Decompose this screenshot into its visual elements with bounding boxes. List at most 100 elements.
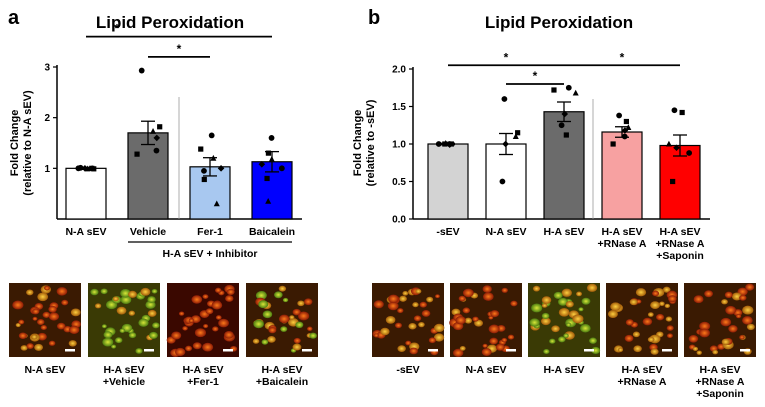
cell-a-1-0 (90, 288, 99, 296)
bar-a-0 (65, 167, 107, 220)
cell-b-4-31 (742, 305, 754, 315)
cell-a-3-5 (297, 300, 305, 307)
cell-b-0-2 (397, 345, 406, 352)
cell-b-0-20 (434, 323, 445, 333)
cell-b-2-0 (531, 303, 543, 313)
cell-b-1-24 (464, 317, 473, 324)
cell-b-0-15 (394, 322, 402, 329)
cell-a-1-7 (152, 322, 160, 329)
cell-b-4-1 (699, 321, 711, 331)
cell-a-2-5 (192, 342, 202, 350)
cell-b-0-17 (412, 302, 419, 308)
cell-b-3-11 (665, 316, 673, 322)
bar-b-1 (485, 143, 527, 220)
cell-a-1-21 (100, 288, 108, 295)
data-point-a-1-5 (134, 151, 140, 157)
cell-a-0-33 (26, 343, 34, 349)
cell-b-0-25 (397, 308, 404, 314)
cell-b-4-29 (728, 325, 738, 333)
cell-a-3-31 (292, 343, 302, 351)
cell-b-2-20 (549, 338, 556, 344)
cell-a-0-25 (31, 334, 38, 340)
cell-a-2-29 (188, 318, 195, 323)
data-point-b-1-3 (502, 140, 509, 148)
cell-b-3-30 (652, 290, 660, 297)
plot-area-b: 0.0 0.5 1.0 1.5 2.0 -sEV N-A sEV H-A sEV H-A sEV… (392, 50, 710, 262)
y-tick-label-b-0: 0.0 (392, 215, 406, 226)
cell-a-1-17 (116, 306, 127, 315)
data-point-a-2-2 (210, 154, 217, 161)
scale-bar-a-1 (144, 349, 154, 352)
cell-b-1-2 (489, 337, 498, 345)
micrograph-b-1 (449, 283, 522, 358)
cell-b-3-33 (656, 313, 665, 321)
cell-a-2-32 (211, 301, 223, 310)
cell-b-2-14 (532, 285, 541, 292)
cell-a-2-27 (171, 331, 182, 340)
cell-b-1-31 (481, 348, 492, 356)
cell-b-1-21 (458, 295, 466, 302)
cell-a-3-6 (278, 285, 287, 292)
micrograph-b-4 (684, 283, 756, 357)
micrograph-row-b: -sEV N-A sEV H-A sEV H-A sEV+RNase AH-A sEV… (372, 283, 756, 400)
cell-a-1-19 (120, 289, 131, 298)
cell-a-3-12 (252, 338, 260, 344)
micrograph-a-3 (246, 283, 318, 357)
data-point-b-2-1 (551, 87, 557, 93)
micrograph-b-0 (372, 283, 445, 357)
data-point-a-2-4 (201, 167, 207, 174)
data-point-a-1-0 (138, 67, 145, 74)
cell-b-4-17 (724, 291, 733, 299)
cell-b-2-6 (558, 308, 570, 317)
cell-a-0-28 (56, 287, 68, 296)
data-point-a-1-2 (150, 128, 157, 134)
cell-b-3-27 (617, 347, 624, 353)
cell-b-0-13 (419, 301, 427, 308)
micrograph-caption-b-3-0: H-A sEV (621, 364, 662, 376)
cell-b-4-18 (692, 346, 699, 351)
cell-b-3-24 (629, 298, 638, 306)
data-point-b-2-5 (563, 132, 569, 138)
cell-b-1-13 (482, 343, 488, 348)
scale-bar-b-1 (506, 349, 516, 352)
data-point-b-3-2 (625, 124, 632, 130)
cell-a-3-7 (267, 335, 276, 343)
plot-area-a: 1 2 3 N-A sEV Vehicle Fer-1 Baicalein H-A sEV +… (44, 22, 302, 260)
micrograph-caption-a-1-0: H-A sEV (103, 364, 144, 376)
scale-bar-a-2 (223, 349, 233, 352)
cell-a-1-18 (151, 288, 158, 294)
cell-a-1-28 (102, 337, 114, 347)
cell-b-3-23 (610, 302, 621, 311)
cell-a-2-25 (178, 311, 185, 316)
micrograph-a-0 (9, 283, 81, 357)
scale-bar-b-2 (584, 349, 594, 352)
cell-a-2-9 (215, 315, 222, 320)
micrograph-caption-a-1-1: +Vehicle (103, 376, 145, 388)
category-label-b-1-0: N-A sEV (485, 226, 526, 238)
cell-b-0-32 (428, 337, 436, 344)
y-tick-label-b-3: 1.5 (392, 102, 406, 113)
micrograph-a-1 (88, 283, 160, 357)
bar-b-2 (543, 111, 585, 220)
category-label-b-4-0: H-A sEV (659, 226, 700, 238)
data-point-a-3-2 (268, 155, 275, 162)
cell-b-3-8 (659, 301, 665, 306)
data-point-a-0-3 (81, 165, 89, 172)
data-point-b-4-1 (679, 109, 685, 116)
data-point-a-3-4 (278, 165, 285, 172)
cell-a-0-9 (18, 332, 27, 339)
cell-b-2-22 (558, 297, 568, 306)
cell-a-0-4 (48, 340, 56, 346)
cell-a-2-28 (224, 331, 234, 339)
data-point-a-0-6 (89, 165, 96, 171)
cell-a-0-14 (48, 312, 60, 321)
significance-label-a-1: * (208, 22, 213, 36)
data-point-b-1-4 (499, 178, 506, 185)
cell-a-0-3 (42, 311, 51, 318)
cell-a-1-27 (103, 331, 113, 339)
cell-b-0-14 (433, 333, 445, 342)
cell-b-0-27 (402, 290, 409, 296)
cell-b-0-9 (408, 322, 417, 330)
cell-a-3-32 (274, 291, 283, 299)
significance-label-b-2: * (533, 69, 538, 83)
